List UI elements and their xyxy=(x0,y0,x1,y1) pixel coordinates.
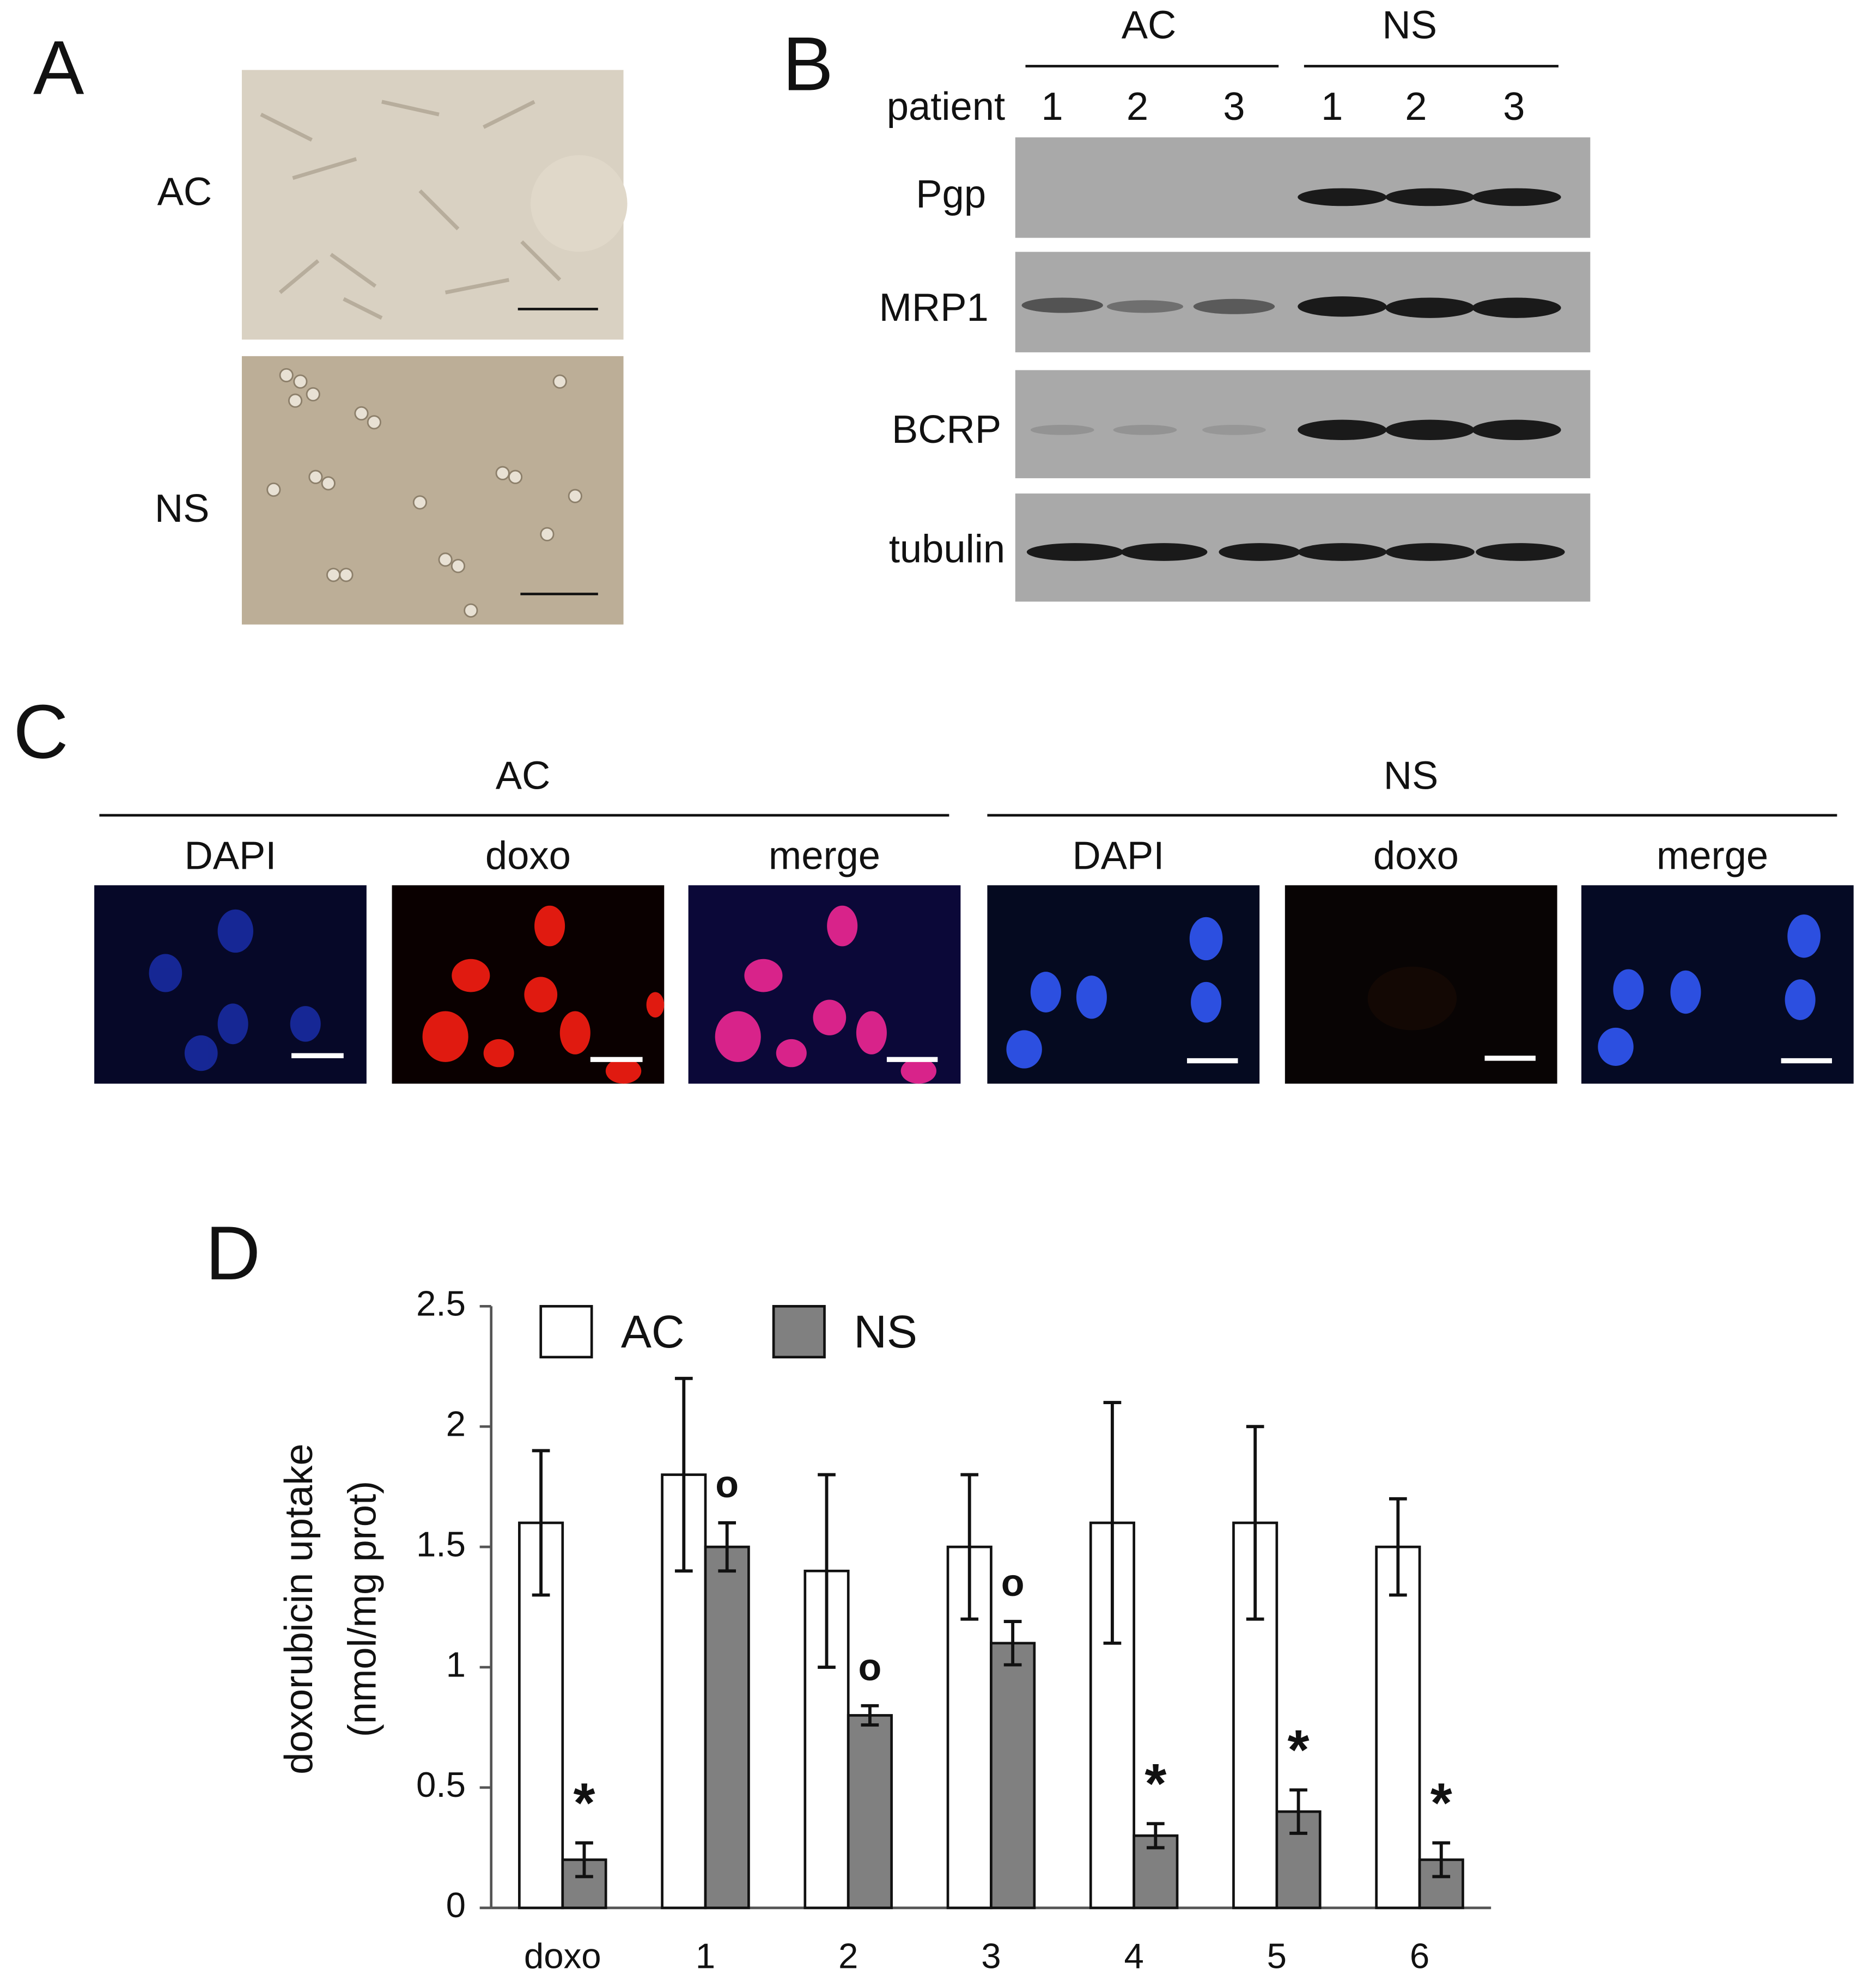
bar xyxy=(1418,1858,1464,1910)
channel-label: DAPI xyxy=(184,833,276,877)
y-axis-label: doxorubicin uptake xyxy=(277,1443,321,1774)
y-tick-label: 0 xyxy=(446,1885,466,1925)
channel-label: merge xyxy=(769,833,880,877)
lane-label: 3 xyxy=(1223,84,1245,129)
blot xyxy=(1015,137,1591,602)
y-tick-label: 2 xyxy=(446,1404,466,1443)
row-label: patient xyxy=(887,84,1005,129)
error-bar xyxy=(1003,1620,1022,1667)
protein-label: MRP1 xyxy=(879,285,989,330)
group-label: AC xyxy=(1122,3,1177,47)
x-tick-label: 6 xyxy=(1410,1936,1429,1976)
legend-label: NS xyxy=(854,1306,917,1357)
micrograph xyxy=(241,70,628,340)
group-label: NS xyxy=(1382,3,1437,47)
error-bar xyxy=(1432,1841,1451,1879)
micrograph xyxy=(241,356,624,625)
protein-label: BCRP xyxy=(892,407,1001,452)
x-tick-label: 1 xyxy=(696,1936,715,1976)
bar xyxy=(990,1642,1036,1910)
annotation: * xyxy=(1288,1718,1310,1781)
y-tick-label: 2.5 xyxy=(416,1284,466,1324)
x-tick-label: 5 xyxy=(1267,1936,1287,1976)
fluorescence-image xyxy=(94,885,1854,1084)
error-bar xyxy=(960,1473,979,1621)
panel-label: C xyxy=(13,688,68,774)
x-tick-label: 3 xyxy=(981,1936,1001,1976)
group-label: NS xyxy=(1384,753,1439,797)
annotation: * xyxy=(573,1771,595,1834)
error-bar xyxy=(1103,1401,1122,1645)
error-bar xyxy=(674,1376,693,1573)
row-label: NS xyxy=(155,486,210,530)
x-tick-label: 4 xyxy=(1124,1936,1143,1976)
channel-label: doxo xyxy=(485,833,571,877)
annotation: o xyxy=(859,1646,882,1688)
channel-label: DAPI xyxy=(1072,833,1164,877)
lane-label: 1 xyxy=(1041,84,1063,129)
panel-label: B xyxy=(782,21,833,106)
y-tick-label: 1.5 xyxy=(416,1524,466,1564)
error-bar xyxy=(718,1521,736,1573)
error-bar xyxy=(575,1841,593,1879)
x-tick-label: doxo xyxy=(524,1936,601,1976)
error-bar xyxy=(861,1704,879,1727)
error-bar xyxy=(532,1449,550,1597)
lane-label: 2 xyxy=(1405,84,1427,129)
channel-label: doxo xyxy=(1373,833,1459,877)
bar xyxy=(704,1545,750,1910)
error-bar xyxy=(1146,1822,1165,1850)
channel-label: merge xyxy=(1657,833,1768,877)
legend-label: AC xyxy=(621,1306,685,1357)
group-label: AC xyxy=(496,753,551,797)
protein-label: Pgp xyxy=(916,172,986,216)
annotation: o xyxy=(1001,1562,1025,1604)
plot-area: 0 0.5 1 1.5 2 2.5 doxo * 1 o 2 o 3 o 4 * 5 * 6 * AC NS xyxy=(416,1284,1491,1976)
bar xyxy=(847,1714,893,1910)
y-axis-label: (nmol/mg prot) xyxy=(340,1481,385,1737)
y-tick-label: 1 xyxy=(446,1644,466,1684)
bar xyxy=(1375,1545,1421,1910)
legend-swatch xyxy=(772,1304,826,1359)
panel-label: A xyxy=(33,25,84,110)
annotation: * xyxy=(1430,1771,1452,1834)
legend-swatch xyxy=(539,1304,593,1359)
error-bar xyxy=(1389,1497,1407,1597)
lane-label: 1 xyxy=(1321,84,1343,129)
row-label: AC xyxy=(157,169,212,214)
error-bar xyxy=(1289,1788,1307,1835)
error-bar xyxy=(818,1473,836,1669)
protein-label: tubulin xyxy=(889,527,1005,571)
annotation: o xyxy=(715,1463,739,1505)
annotation: * xyxy=(1144,1752,1166,1815)
panel-label: D xyxy=(205,1210,260,1296)
x-tick-label: 2 xyxy=(838,1936,858,1976)
y-tick-label: 0.5 xyxy=(416,1765,466,1804)
error-bar xyxy=(1246,1425,1264,1621)
lane-label: 2 xyxy=(1127,84,1148,129)
lane-label: 3 xyxy=(1503,84,1525,129)
